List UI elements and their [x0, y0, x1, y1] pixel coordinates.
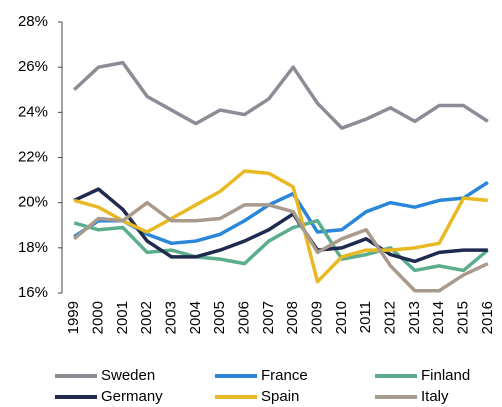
y-tick-label: 24%: [18, 103, 48, 120]
x-tick-label: 2004: [187, 301, 204, 334]
x-tick-label: 2009: [308, 301, 325, 334]
x-tick-label: 2011: [357, 301, 374, 333]
y-tick-label: 16%: [18, 284, 48, 301]
x-tick-label: 2008: [284, 301, 301, 334]
x-tick-label: 2006: [235, 301, 252, 334]
y-tick-label: 18%: [18, 239, 48, 256]
legend-label: Germany: [101, 388, 163, 405]
legend-label: Italy: [421, 388, 449, 405]
line: [73, 169, 488, 284]
x-tick-label: 2010: [333, 301, 350, 334]
x-tick-label: 2002: [138, 301, 155, 334]
x-tick-label: 2013: [406, 301, 423, 334]
y-tick-label: 28%: [18, 13, 48, 30]
x-tick-label: 2001: [114, 301, 131, 334]
x-tick-label: 2005: [211, 301, 228, 334]
y-tick-label: 26%: [18, 58, 48, 75]
x-tick-label: 2003: [162, 301, 179, 334]
x-tick-label: 1999: [65, 301, 82, 334]
line: [73, 187, 488, 264]
legend-label: France: [261, 367, 308, 384]
line: [73, 218, 489, 273]
y-tick-label: 22%: [18, 148, 48, 165]
line: [73, 200, 489, 293]
x-tick-label: 2016: [479, 301, 496, 334]
x-tick-label: 2014: [430, 301, 447, 334]
x-tick-label: 2015: [454, 301, 471, 334]
legend-label: Sweden: [101, 367, 155, 384]
x-tick-label: 2007: [260, 301, 277, 334]
legend-label: Spain: [261, 388, 299, 405]
x-tick-label: 2000: [89, 301, 106, 334]
line: [72, 60, 489, 130]
legend-label: Finland: [421, 367, 470, 384]
y-tick-label: 20%: [18, 194, 48, 211]
x-tick-label: 2012: [381, 301, 398, 334]
